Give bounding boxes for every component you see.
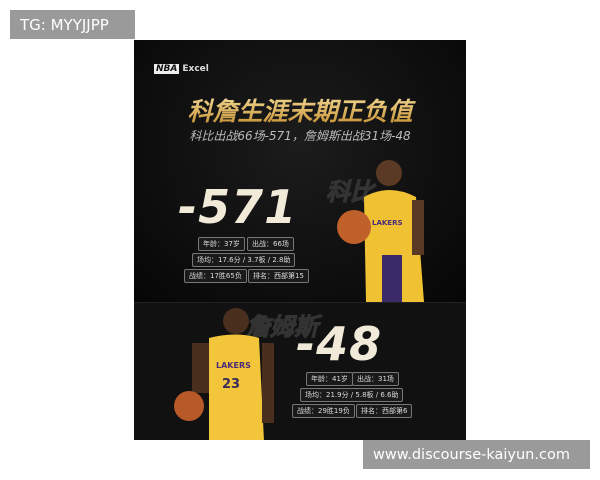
- lebron-games: 出战：31场: [352, 372, 399, 386]
- logo-text: Excel: [182, 64, 209, 74]
- lebron-plus-minus: -48: [296, 317, 383, 371]
- lebron-age: 年龄：41岁: [306, 372, 353, 386]
- svg-text:LAKERS: LAKERS: [216, 361, 251, 370]
- svg-text:LAKERS: LAKERS: [372, 219, 403, 227]
- lebron-averages: 场均：21.9分 / 5.8板 / 6.6助: [300, 388, 404, 402]
- basketball-icon: [174, 391, 204, 421]
- nba-excel-logo: NBA Excel: [154, 64, 209, 74]
- lebron-section: 詹姆斯 -48 年龄：41岁 出战：31场 场均：21.9分 / 5.8板 / …: [134, 302, 466, 440]
- kobe-record: 战绩：17胜65负: [184, 269, 247, 283]
- lebron-record: 战绩：29胜19负: [292, 404, 355, 418]
- lebron-rank: 排名：西部第6: [356, 404, 413, 418]
- kobe-games: 出战：66场: [247, 237, 294, 251]
- poster-subtitle: 科比出战66场-571，詹姆斯出战31场-48: [189, 129, 411, 143]
- basketball-icon: [337, 210, 371, 244]
- kobe-rank: 排名：西部第15: [248, 269, 309, 283]
- kobe-plus-minus: -571: [178, 180, 298, 234]
- kobe-age: 年龄：37岁: [198, 237, 245, 251]
- kobe-section: NBA Excel 科詹生涯末期正负值 科比出战66场-571，詹姆斯出战31场-…: [134, 40, 466, 302]
- lebron-photo: LAKERS 23: [174, 308, 274, 440]
- watermark-top-left: TG: MYYJJPP: [10, 10, 135, 39]
- nba-logo: NBA: [154, 64, 180, 74]
- infographic-poster: NBA Excel 科詹生涯末期正负值 科比出战66场-571，詹姆斯出战31场-…: [134, 40, 466, 440]
- svg-text:23: 23: [222, 377, 240, 392]
- lebron-name-ghost: 詹姆斯: [246, 313, 319, 342]
- kobe-photo: LAKERS: [337, 160, 424, 302]
- poster-title: 科詹生涯末期正负值: [134, 92, 466, 128]
- watermark-bottom-right: www.discourse-kaiyun.com: [363, 440, 590, 469]
- kobe-averages: 场均：17.6分 / 3.7板 / 2.8助: [192, 253, 296, 267]
